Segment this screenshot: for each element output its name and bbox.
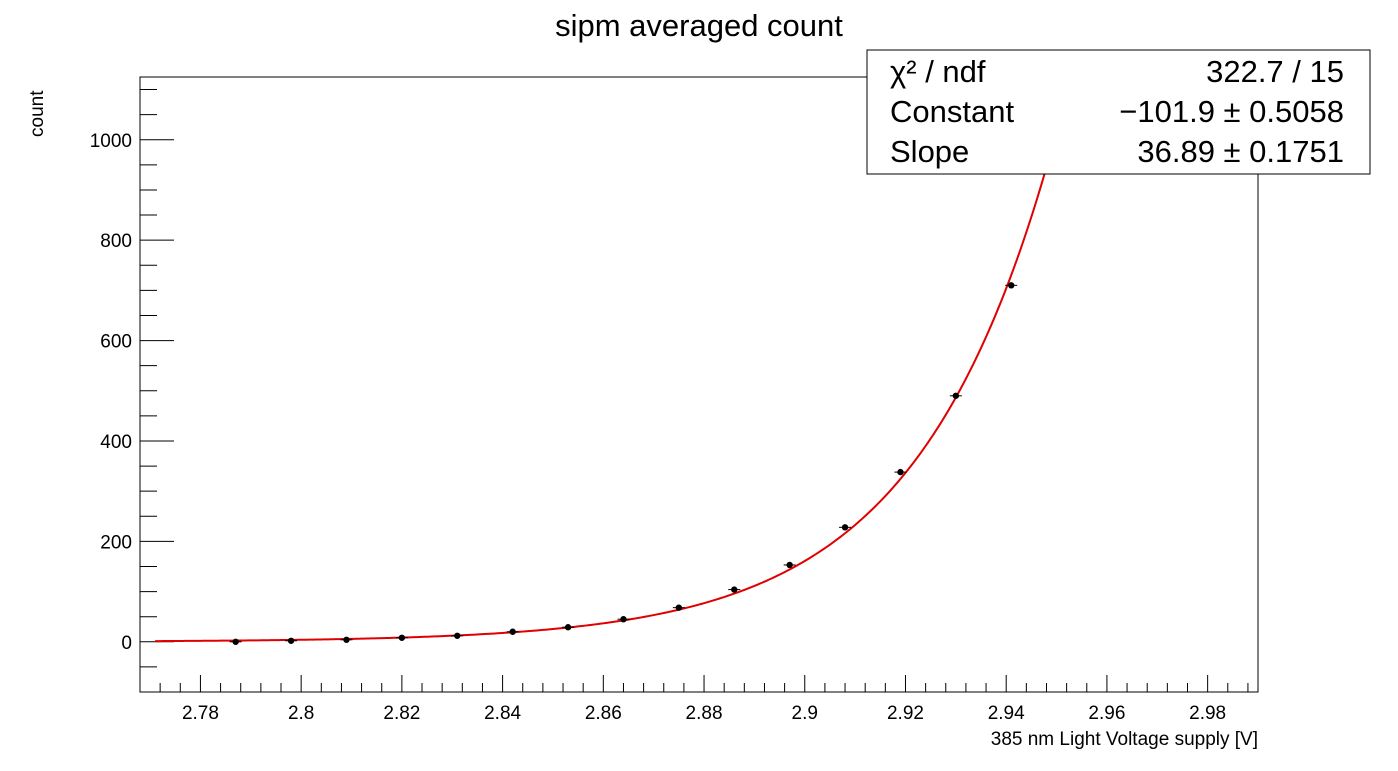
stats-chi2-value: 322.7 / 15 — [1206, 54, 1344, 89]
stats-constant-value: −101.9 ± 0.5058 — [1119, 94, 1344, 129]
x-tick-label: 2.98 — [1189, 703, 1226, 724]
stats-box: χ² / ndf 322.7 / 15 Constant −101.9 ± 0.… — [866, 49, 1371, 175]
x-tick-label: 2.92 — [887, 703, 924, 724]
data-point — [509, 628, 516, 635]
plot-frame — [139, 76, 1259, 693]
data-point — [675, 604, 683, 611]
data-point — [952, 392, 960, 399]
x-tick-label: 2.78 — [182, 703, 219, 724]
fit-curve — [155, 76, 1072, 643]
x-tick-label: 2.8 — [288, 703, 314, 724]
x-tick-label: 2.84 — [484, 703, 521, 724]
stats-box-frame — [866, 49, 1371, 175]
y-axis-title: count — [27, 90, 48, 137]
data-point — [398, 634, 406, 641]
data-point — [1008, 282, 1015, 289]
y-tick-label: 600 — [100, 332, 132, 353]
y-tick-label: 400 — [100, 432, 132, 453]
data-point — [731, 586, 738, 593]
stats-constant-label: Constant — [890, 94, 1014, 129]
x-tick-label: 2.9 — [792, 703, 818, 724]
x-tick-label: 2.86 — [585, 703, 622, 724]
y-tick-label: 200 — [100, 532, 132, 553]
data-point — [897, 468, 904, 476]
stats-slope-value: 36.89 ± 0.1751 — [1137, 134, 1344, 169]
x-tick-label: 2.88 — [686, 703, 723, 724]
stats-slope-label: Slope — [890, 134, 969, 169]
data-point — [454, 632, 461, 639]
data-point — [841, 524, 849, 531]
y-tick-label: 800 — [100, 231, 132, 252]
x-tick-label: 2.96 — [1088, 703, 1125, 724]
x-tick-label: 2.94 — [988, 703, 1025, 724]
data-point — [232, 638, 239, 645]
stats-chi2-label: χ² / ndf — [890, 54, 986, 89]
data-point — [343, 636, 350, 643]
y-tick-label: 1000 — [90, 131, 132, 152]
chart-title: sipm averaged count — [555, 8, 843, 43]
data-point — [287, 637, 295, 644]
y-tick-label: 0 — [121, 633, 132, 654]
data-point — [564, 624, 572, 631]
data-point — [786, 561, 793, 569]
x-axis-title: 385 nm Light Voltage supply [V] — [991, 729, 1258, 750]
x-tick-label: 2.82 — [383, 703, 420, 724]
data-point — [620, 616, 627, 623]
